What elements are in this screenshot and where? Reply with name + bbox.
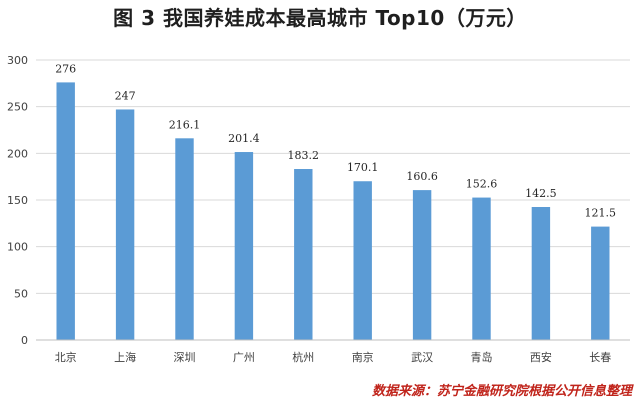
bar-value-label: 216.1 (169, 118, 201, 131)
bar-value-label: 201.4 (228, 132, 260, 145)
x-category-label: 南京 (352, 350, 374, 364)
x-category-label: 长春 (589, 351, 611, 364)
bar-value-label: 247 (115, 89, 136, 102)
x-category-label: 武汉 (411, 351, 433, 364)
bar (234, 152, 254, 340)
x-category-label: 西安 (530, 350, 552, 364)
x-category-label: 北京 (55, 350, 77, 364)
y-tick-label: 50 (14, 287, 28, 300)
y-tick-label: 200 (7, 147, 28, 160)
bar-value-label: 276 (55, 62, 76, 75)
chart-title: 图 3 我国养娃成本最高城市 Top10（万元） (113, 6, 527, 30)
bar (591, 226, 610, 340)
x-category-label: 杭州 (292, 350, 314, 364)
x-category-label: 深圳 (174, 351, 196, 364)
y-tick-label: 300 (7, 54, 28, 67)
bar (472, 197, 491, 340)
y-tick-label: 100 (7, 241, 28, 254)
x-category-label: 广州 (233, 351, 255, 364)
y-tick-label: 250 (7, 101, 28, 114)
value-labels: 276 247 216.1 201.4 183.2 170.1 160.6 152.6 142.… (55, 62, 616, 219)
bar (115, 109, 135, 340)
bar-value-label: 160.6 (406, 170, 438, 183)
bar (294, 169, 313, 340)
bar-value-label: 170.1 (347, 161, 379, 174)
y-axis-ticks: 0 50 100 150 200 250 300 (7, 54, 28, 347)
gridlines (36, 59, 630, 294)
bars (56, 82, 610, 341)
bar (531, 207, 551, 340)
bar-value-label: 121.5 (585, 207, 617, 220)
y-tick-label: 0 (21, 334, 28, 347)
bar-value-label: 183.2 (288, 149, 320, 162)
data-source-note: 数据来源：苏宁金融研究院根据公开信息整理 (371, 384, 632, 399)
bar-value-label: 152.6 (466, 178, 498, 191)
bar (175, 138, 194, 340)
x-category-label: 青岛 (471, 350, 493, 364)
x-axis-labels: 北京 上海 深圳 广州 杭州 南京 武汉 青岛 西安 长春 (55, 350, 612, 364)
x-category-label: 上海 (114, 350, 136, 364)
bar (412, 190, 432, 340)
y-tick-label: 150 (7, 194, 28, 207)
bar (56, 82, 75, 341)
bar (353, 181, 372, 340)
bar-value-label: 142.5 (525, 187, 557, 200)
